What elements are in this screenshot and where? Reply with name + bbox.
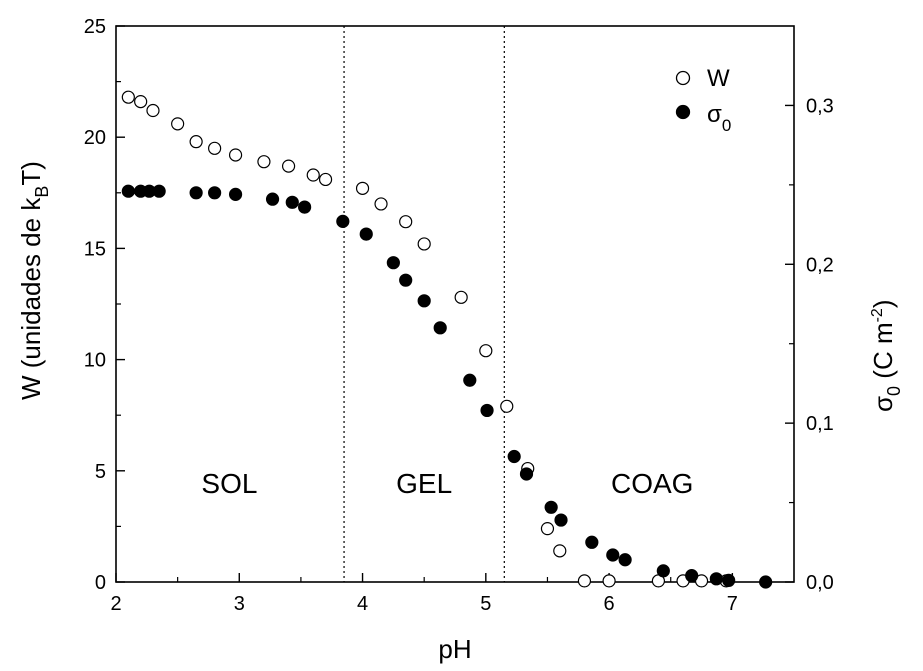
y-left-tick-label: 25 xyxy=(84,16,106,38)
data-point-sigma0 xyxy=(554,513,568,527)
region-labels: SOL GEL COAG xyxy=(201,468,693,499)
data-point-sigma0 xyxy=(189,186,203,200)
data-point-sigma0 xyxy=(722,573,736,588)
data-point-w xyxy=(121,90,135,104)
data-point-sigma0 xyxy=(618,553,632,567)
data-point-sigma0 xyxy=(208,186,222,200)
data-point-w xyxy=(602,574,616,588)
data-point-sigma0 xyxy=(507,449,521,464)
series-w xyxy=(121,90,733,588)
data-point-sigma0 xyxy=(417,294,431,308)
legend-label-sigma0: σ0 xyxy=(707,101,731,135)
x-tick-label: 6 xyxy=(604,593,615,615)
data-point-sigma0 xyxy=(585,535,599,549)
y-left-tick-label: 15 xyxy=(84,238,106,260)
data-point-sigma0 xyxy=(685,569,699,583)
y-axis-left: 0 5 10 15 20 25 xyxy=(84,16,125,594)
data-point-sigma0 xyxy=(433,321,447,335)
x-tick-label: 2 xyxy=(110,593,121,615)
data-point-sigma0 xyxy=(656,564,670,578)
data-point-sigma0 xyxy=(152,184,166,198)
data-point-w xyxy=(540,522,555,536)
data-point-w xyxy=(553,544,567,558)
data-point-sigma0 xyxy=(265,192,280,206)
legend-marker-sigma0 xyxy=(675,104,691,120)
x-tick-label: 3 xyxy=(234,593,245,615)
data-point-w xyxy=(399,215,413,229)
data-point-sigma0 xyxy=(463,373,477,387)
data-point-w xyxy=(577,574,592,588)
data-point-w xyxy=(171,117,185,131)
data-point-w xyxy=(318,172,333,187)
data-point-w xyxy=(306,168,320,182)
y-axis-right-title: σ0 (C m-2) xyxy=(868,299,904,412)
data-point-sigma0 xyxy=(709,572,723,586)
y-left-tick-label: 0 xyxy=(95,572,106,594)
data-point-w xyxy=(134,95,148,109)
data-point-sigma0 xyxy=(544,500,558,514)
region-label: SOL xyxy=(201,468,257,499)
y-right-tick-label: 0,0 xyxy=(806,572,834,594)
y-right-tick-label: 0,1 xyxy=(806,413,834,435)
data-point-w xyxy=(454,290,468,304)
data-point-sigma0 xyxy=(606,548,620,562)
y-left-tick-label: 10 xyxy=(84,350,106,372)
y-left-tick-label: 20 xyxy=(84,127,106,149)
data-point-sigma0 xyxy=(336,214,350,228)
data-point-sigma0 xyxy=(228,187,243,201)
data-point-sigma0 xyxy=(359,227,373,241)
x-axis-title: pH xyxy=(438,634,471,664)
data-point-sigma0 xyxy=(121,184,135,198)
y-axis-left-title: W (unidades de kBT) xyxy=(16,161,52,400)
data-point-sigma0 xyxy=(399,273,413,287)
data-point-sigma0 xyxy=(759,575,773,589)
data-point-sigma0 xyxy=(285,195,299,209)
x-tick-label: 7 xyxy=(727,593,738,615)
data-point-sigma0 xyxy=(480,403,494,418)
data-point-w xyxy=(355,181,370,195)
data-point-w xyxy=(208,141,222,155)
data-point-w xyxy=(281,159,296,173)
y-right-tick-label: 0,3 xyxy=(806,95,834,117)
data-point-w xyxy=(257,155,271,169)
data-point-w xyxy=(146,103,160,118)
data-point-sigma0 xyxy=(298,200,312,214)
y-left-tick-label: 5 xyxy=(95,461,106,483)
y-axis-right: 0,0 0,1 0,2 0,3 xyxy=(785,95,834,594)
x-tick-label: 5 xyxy=(480,593,491,615)
data-point-sigma0 xyxy=(386,256,400,270)
data-point-w xyxy=(228,148,243,162)
legend: W σ0 xyxy=(675,65,731,135)
data-point-w xyxy=(189,135,203,149)
x-axis: 2 3 4 5 6 7 xyxy=(110,573,738,615)
data-point-w xyxy=(417,237,431,251)
data-point-w xyxy=(374,197,388,211)
legend-marker-w xyxy=(675,70,691,86)
y-right-tick-label: 0,2 xyxy=(806,254,834,276)
data-point-w xyxy=(479,344,493,358)
region-label: GEL xyxy=(396,468,452,499)
series-sigma0 xyxy=(121,184,773,589)
data-point-sigma0 xyxy=(519,467,534,481)
x-tick-label: 4 xyxy=(357,593,368,615)
region-label: COAG xyxy=(611,468,693,499)
legend-label-w: W xyxy=(707,65,730,92)
data-point-w xyxy=(500,399,514,413)
